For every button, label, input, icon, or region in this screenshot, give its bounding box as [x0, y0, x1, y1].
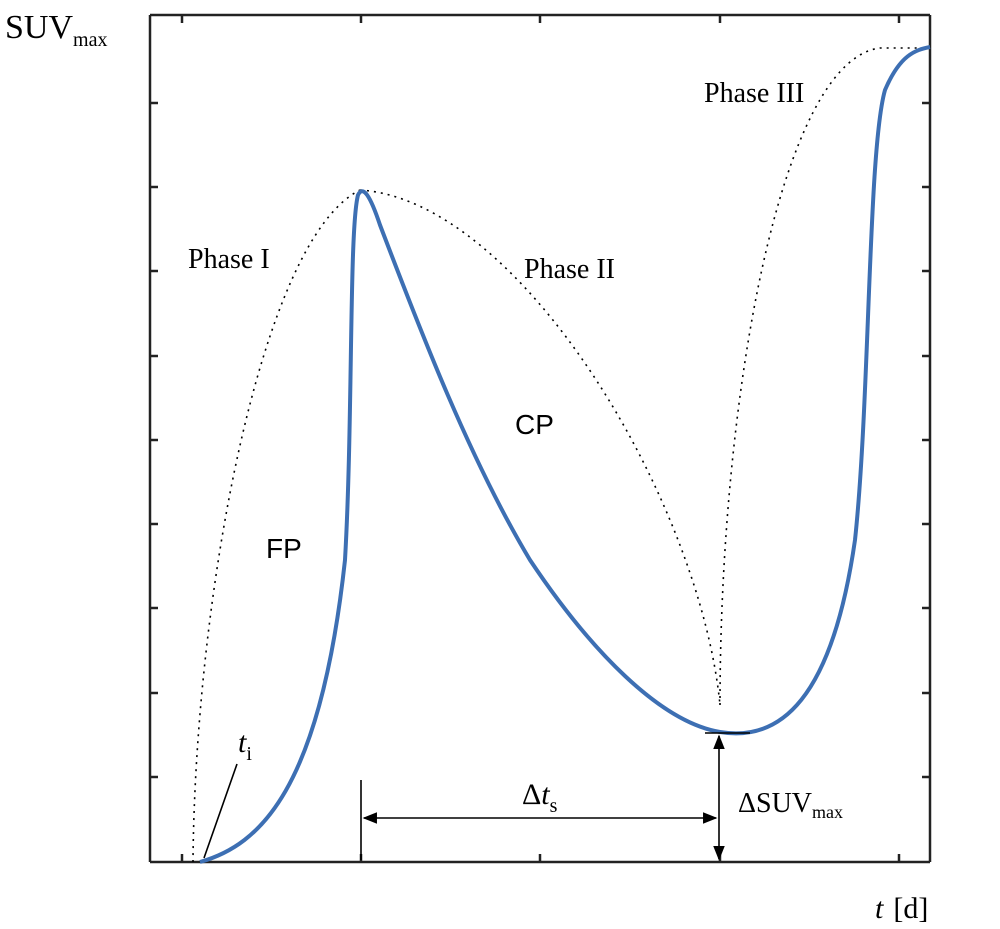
- text-part: ΔSUV: [738, 788, 812, 819]
- annotation: ΔSUVmax: [738, 788, 843, 822]
- phase-label: Phase I: [188, 244, 270, 275]
- x-axis-label: t [d]: [875, 892, 928, 925]
- text-part: t: [875, 892, 884, 925]
- text-part: t: [238, 726, 247, 759]
- y-axis-label: SUVmax: [5, 9, 107, 51]
- text-part: t: [541, 778, 550, 811]
- text-part: s: [550, 795, 558, 817]
- annotation-lines: [203, 732, 750, 861]
- annotation: Δts: [522, 778, 558, 817]
- text-part: Δ: [522, 778, 541, 811]
- phase-label: Phase II: [524, 254, 615, 285]
- annotation: ti: [238, 726, 252, 765]
- phase-envelopes: [192, 47, 930, 863]
- region-label: FP: [266, 533, 302, 564]
- text-part: [d]: [893, 892, 928, 925]
- text-part: i: [246, 743, 252, 765]
- text-part: SUV: [5, 9, 73, 46]
- region-label: CP: [515, 409, 554, 440]
- text-part: max: [73, 29, 107, 51]
- phase-label: Phase III: [704, 78, 804, 109]
- text-part: max: [812, 802, 843, 822]
- suv-curve: [199, 45, 931, 864]
